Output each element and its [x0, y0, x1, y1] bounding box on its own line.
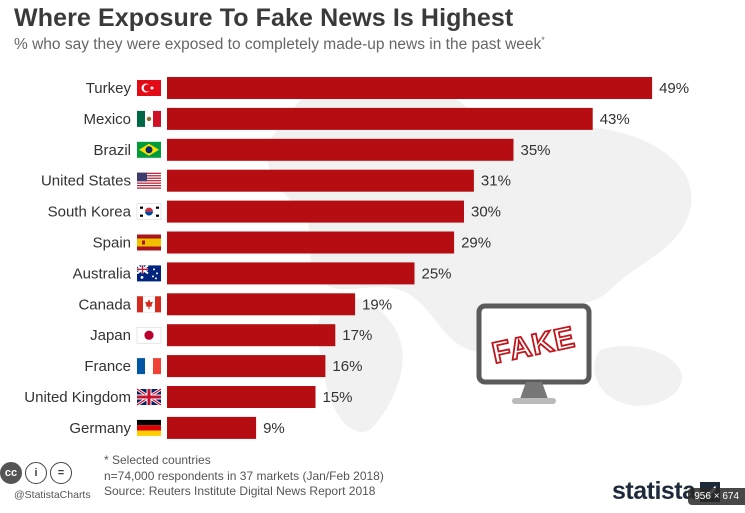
category-label: Australia	[73, 265, 132, 282]
uk-flag-icon	[136, 387, 162, 407]
category-label: Brazil	[93, 142, 131, 159]
brazil-flag-icon	[137, 141, 161, 158]
bar	[167, 386, 316, 408]
france-flag-icon	[137, 358, 161, 375]
value-label: 15%	[323, 389, 353, 406]
category-label: Germany	[69, 420, 131, 437]
no-derivatives-icon: =	[50, 462, 72, 484]
value-label: 17%	[342, 327, 372, 344]
bar	[167, 416, 257, 439]
bar	[167, 200, 464, 223]
bar	[167, 138, 514, 161]
category-label: Mexico	[83, 111, 131, 128]
bar	[167, 77, 653, 99]
value-label: 31%	[481, 173, 511, 190]
canada-flag-icon	[136, 296, 162, 313]
category-label: Spain	[93, 235, 131, 252]
chart-subtitle: % who say they were exposed to completel…	[14, 35, 545, 54]
social-handle: @StatistaCharts	[14, 489, 91, 501]
chart-notes: * Selected countries n=74,000 respondent…	[104, 453, 384, 500]
category-label: United Kingdom	[24, 389, 131, 406]
value-label: 16%	[332, 358, 362, 375]
value-label: 9%	[263, 420, 285, 437]
usa-flag-icon	[137, 172, 161, 189]
category-label: Canada	[78, 296, 131, 313]
value-label: 25%	[422, 265, 452, 282]
value-label: 29%	[461, 235, 491, 252]
australia-flag-icon	[136, 264, 161, 282]
turkey-flag-icon	[137, 80, 161, 96]
bar	[167, 293, 356, 316]
category-label: South Korea	[48, 204, 132, 221]
image-size-badge: 956 × 674	[688, 488, 745, 505]
note-respondents: n=74,000 respondents in 37 markets (Jan/…	[104, 468, 384, 483]
bar	[167, 355, 326, 378]
spain-flag-icon	[137, 234, 161, 251]
category-label: Turkey	[86, 80, 132, 97]
fake-news-monitor-icon: FAKE	[476, 303, 592, 404]
value-label: 49%	[659, 80, 689, 97]
mexico-flag-icon	[137, 110, 161, 127]
value-label: 19%	[362, 296, 392, 313]
bar	[167, 324, 336, 347]
value-label: 30%	[471, 204, 501, 221]
bar	[167, 231, 455, 254]
note-selected: * Selected countries	[104, 453, 211, 467]
value-label: 43%	[600, 111, 630, 128]
category-label: United States	[41, 173, 131, 190]
license-icons: cc i =	[0, 462, 72, 484]
south-korea-flag-icon	[136, 203, 162, 220]
germany-flag-icon	[137, 419, 161, 436]
category-label: France	[84, 358, 131, 375]
category-label: Japan	[90, 327, 131, 344]
value-label: 35%	[521, 142, 551, 159]
bar	[167, 169, 474, 192]
attribution-icon: i	[25, 462, 47, 484]
japan-flag-icon	[136, 326, 162, 344]
bar	[167, 262, 415, 285]
chart-title: Where Exposure To Fake News Is Highest	[14, 4, 514, 32]
note-source: Source: Reuters Institute Digital News R…	[104, 484, 376, 498]
cc-icon[interactable]: cc	[0, 462, 22, 484]
bar	[167, 107, 593, 130]
